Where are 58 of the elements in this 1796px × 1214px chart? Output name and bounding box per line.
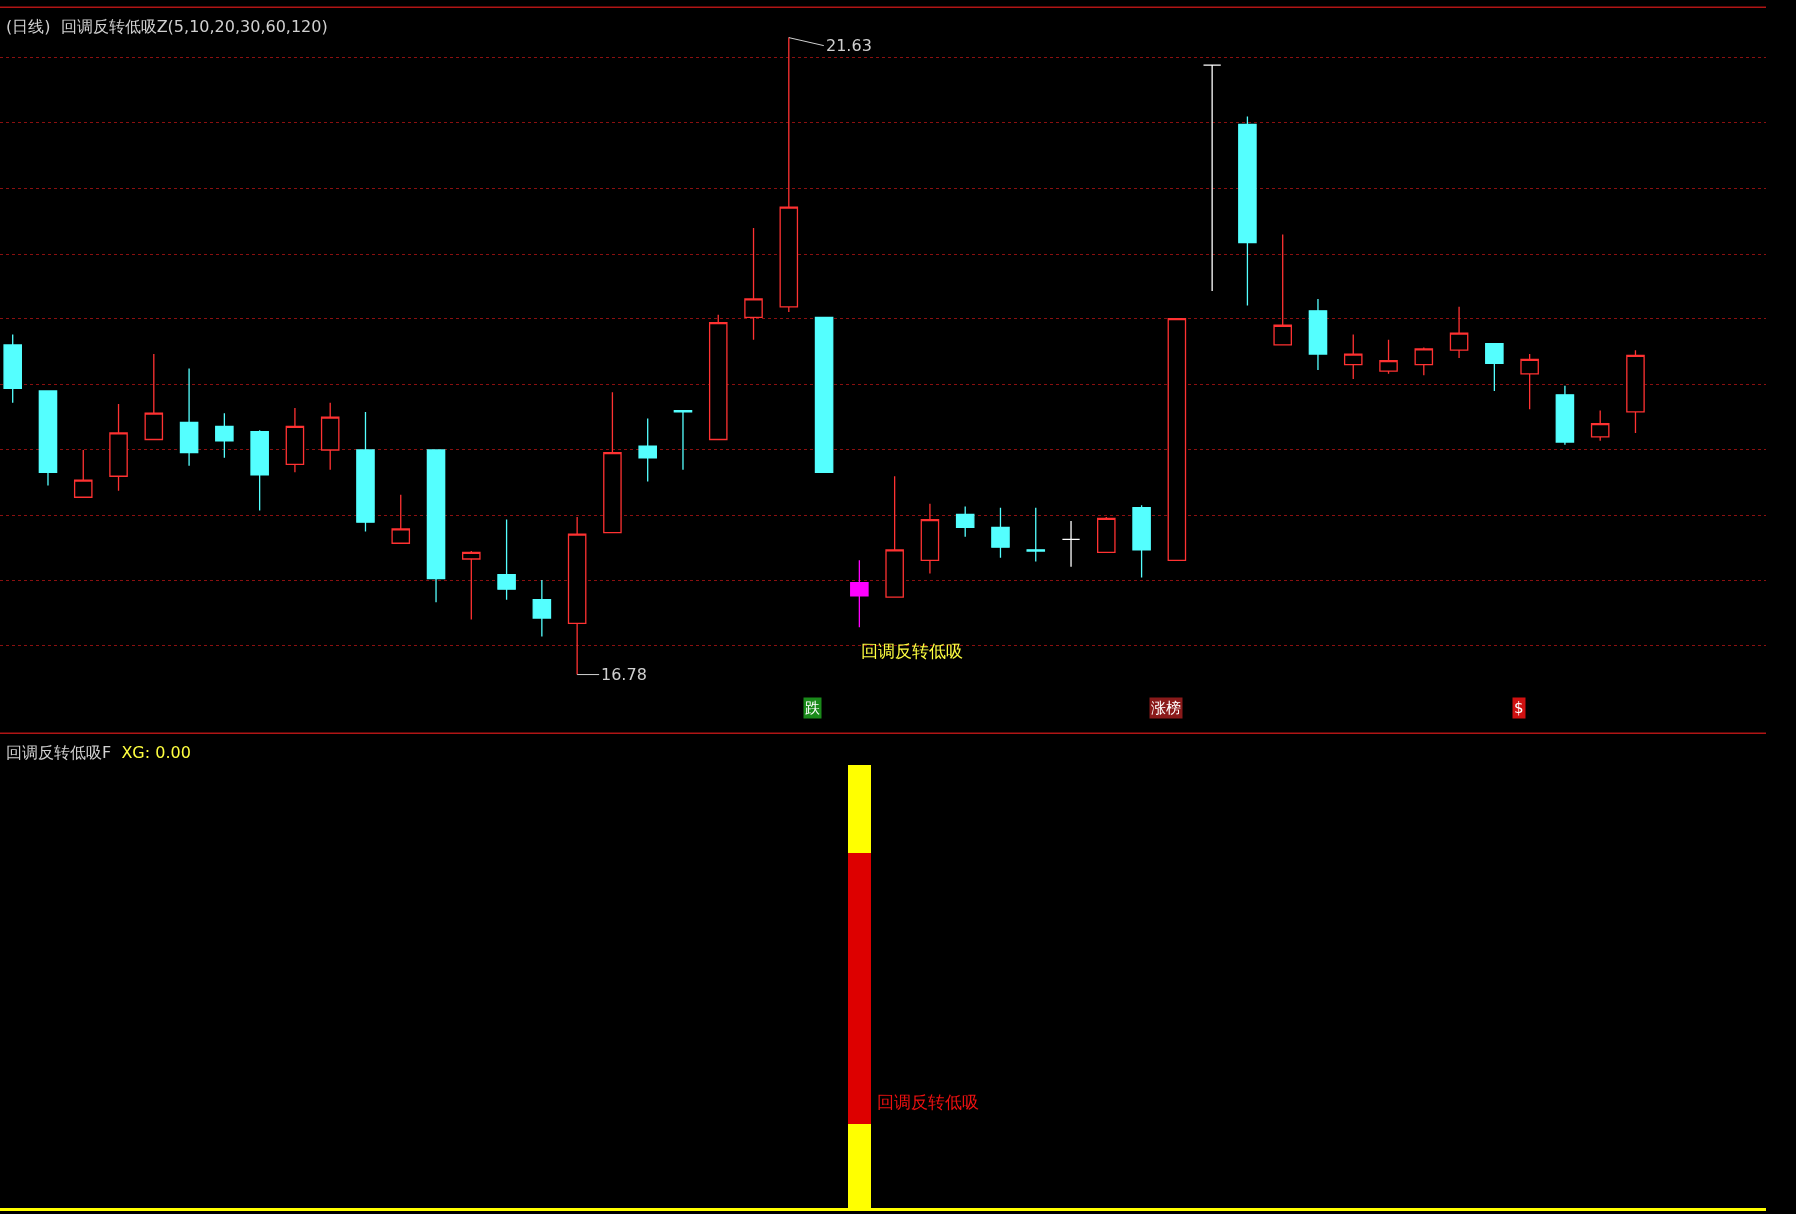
text: XG: 0.00 <box>121 743 191 762</box>
candlestick <box>1061 520 1081 568</box>
text: $ <box>1514 699 1524 717</box>
candlestick <box>1097 516 1116 554</box>
candlestick <box>991 507 1010 559</box>
candlestick <box>708 314 728 441</box>
chart-title: 回调反转低吸F <box>6 743 112 762</box>
candlestick <box>73 449 93 498</box>
candlestick <box>567 516 587 676</box>
candlestick <box>109 403 128 492</box>
candlestick <box>1485 342 1504 392</box>
candlestick <box>250 429 269 512</box>
candlestick <box>462 550 481 621</box>
candlestick <box>179 367 199 467</box>
candlestick <box>144 353 164 441</box>
candlestick <box>3 333 22 404</box>
annotation: 16.78 <box>601 665 647 684</box>
candlestick <box>850 559 869 628</box>
candlestick <box>1202 64 1222 292</box>
candlestick <box>426 449 446 603</box>
text: 涨榜 <box>1151 699 1181 717</box>
candlestick <box>1132 504 1151 579</box>
candlestick <box>1238 115 1257 307</box>
candlestick <box>215 412 234 459</box>
candlestick <box>603 391 622 534</box>
candlestick <box>920 503 940 575</box>
candlestick <box>814 316 834 473</box>
annotation: 回调反转低吸 <box>877 1092 979 1112</box>
chart-title: (日线) <box>6 17 51 36</box>
annotation: 回调反转低吸 <box>861 641 963 661</box>
candlestick <box>885 475 904 598</box>
candlestick <box>285 407 305 473</box>
candlestick <box>532 579 552 638</box>
candlestick <box>1273 233 1292 346</box>
candlestick <box>1379 339 1398 375</box>
candlestick <box>1449 306 1469 359</box>
candlestick <box>1026 507 1046 563</box>
candlestick <box>320 402 340 471</box>
candlestick <box>391 493 411 544</box>
annotation: 21.63 <box>826 36 872 55</box>
candlestick <box>1555 384 1575 446</box>
candlestick <box>1308 298 1328 371</box>
candlestick <box>955 505 975 538</box>
candlestick <box>356 411 375 533</box>
candlestick <box>673 409 693 471</box>
candlestick <box>779 36 799 313</box>
candlestick <box>1626 349 1645 434</box>
candlestick <box>1343 333 1363 380</box>
candlestick <box>1590 409 1610 442</box>
candlestick <box>497 518 516 601</box>
candlestick <box>744 227 763 341</box>
text: 跌 <box>805 699 820 717</box>
candlestick <box>38 390 58 487</box>
chart-subtitle: 回调反转低吸Z(5,10,20,30,60,120) <box>60 17 328 36</box>
candlestick <box>638 417 657 483</box>
candlestick <box>1167 318 1187 561</box>
candlestick <box>1520 353 1539 410</box>
candlestick <box>1414 346 1434 376</box>
